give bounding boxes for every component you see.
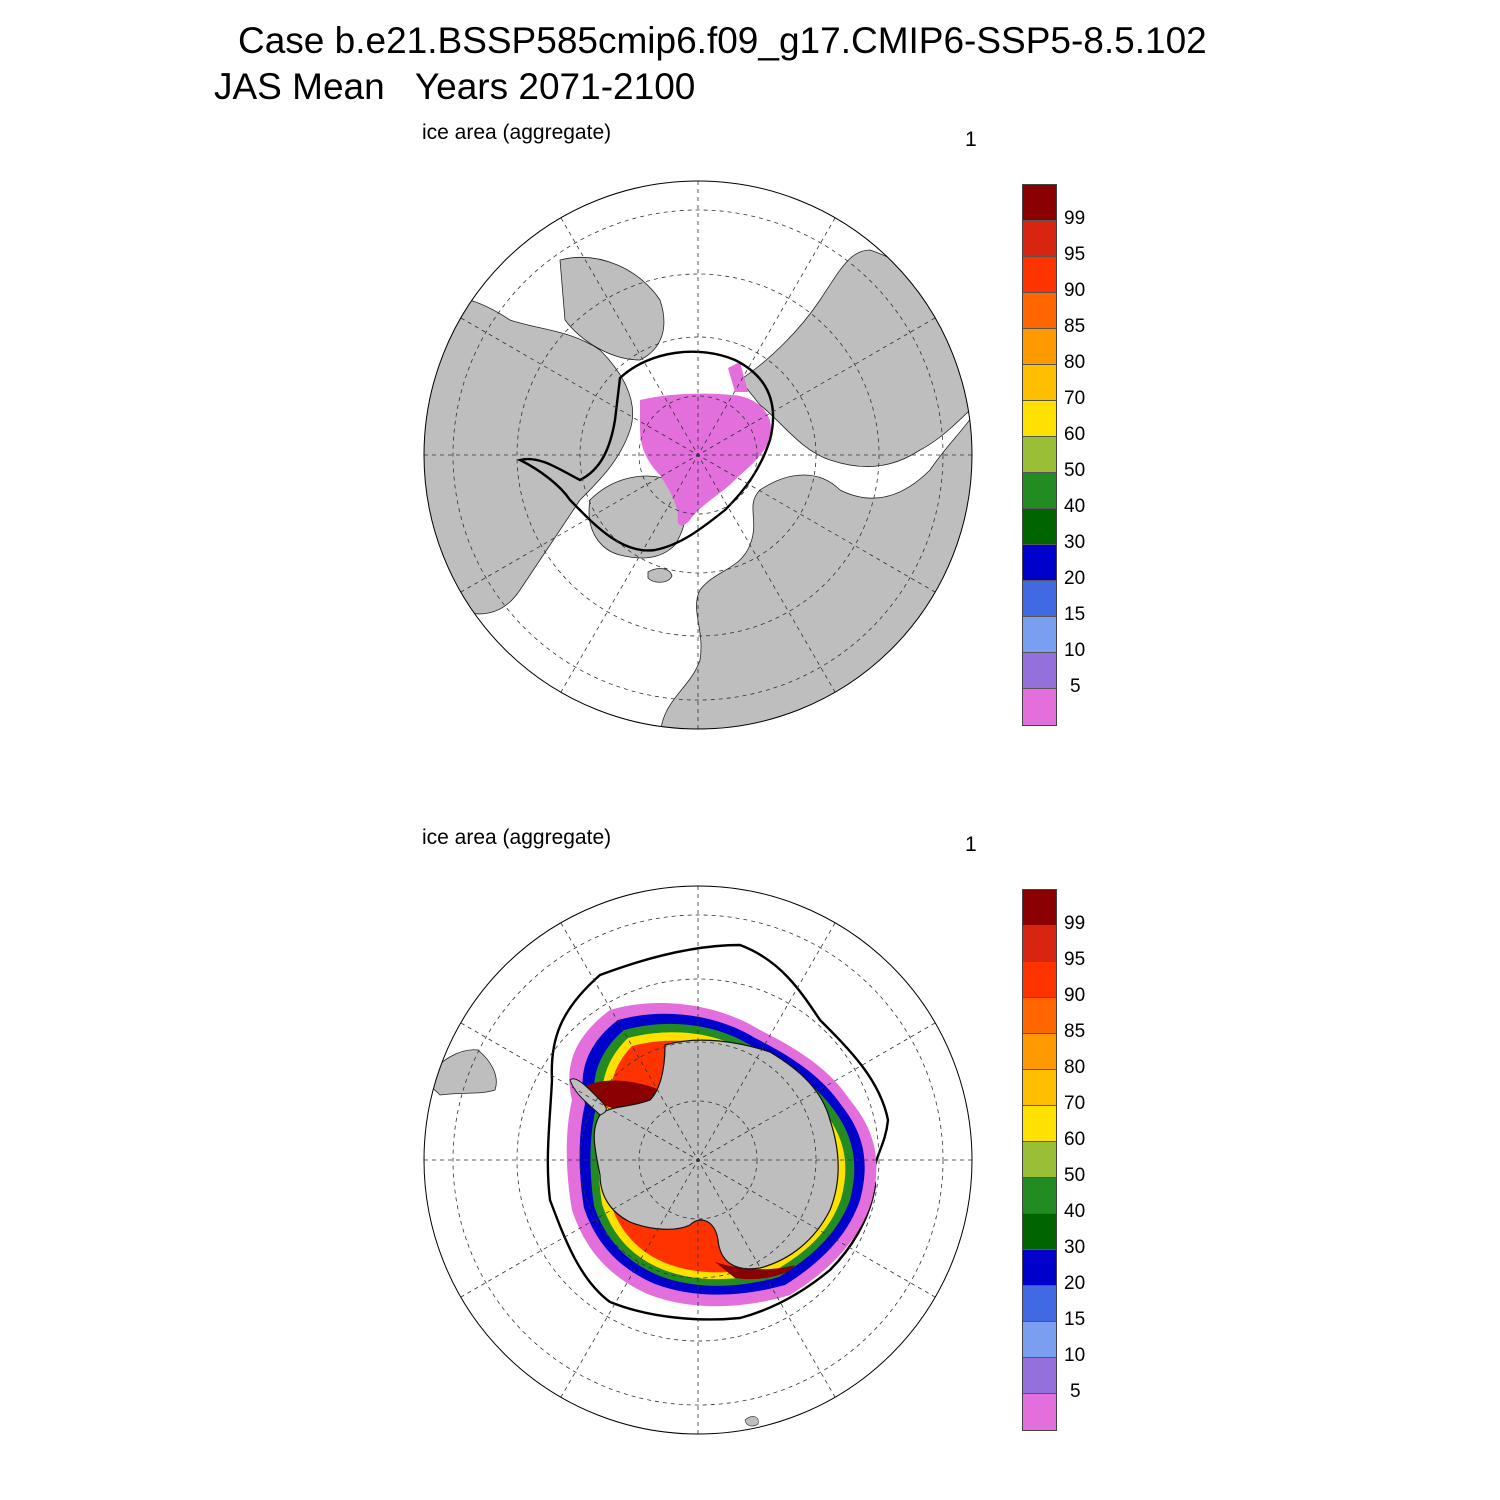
colorbar-swatch-7 [1023,401,1056,437]
north-land-america [424,295,634,615]
colorbar-south-label: 5 [1070,1381,1081,1402]
colorbar-north-label: 50 [1064,460,1086,481]
colorbar-swatch-5 [1023,329,1056,365]
colorbar-south-label: 70 [1064,1093,1086,1114]
colorbar-south-label: 40 [1064,1201,1086,1222]
panel-south-label: ice area (aggregate) [422,826,612,849]
colorbar-south-label: 10 [1064,1345,1086,1366]
south-polar-map [424,886,972,1434]
colorbar-swatch-11 [1023,545,1056,581]
colorbar-south-label: 20 [1064,1273,1086,1294]
colorbar-swatch-3 [1023,257,1056,293]
colorbar-swatch-13 [1023,1322,1056,1358]
colorbar-south-label: 60 [1064,1129,1086,1150]
colorbar-swatch-12 [1023,1286,1056,1322]
colorbar-north-label: 60 [1064,424,1086,445]
colorbar-swatch-10 [1023,1214,1056,1250]
colorbar-north-label: 30 [1064,532,1086,553]
colorbar-swatch-15 [1023,689,1056,725]
colorbar-south-label: 85 [1064,1021,1086,1042]
figure-title-line1: Case b.e21.BSSP585cmip6.f09_g17.CMIP6-SS… [238,20,1207,61]
colorbar-south [1022,889,1057,1431]
colorbar-swatch-8 [1023,1142,1056,1178]
colorbar-north-label: 70 [1064,388,1086,409]
south-land-south-america [424,1049,497,1096]
north-map-border [423,180,973,730]
colorbar-swatch-8 [1023,437,1056,473]
south-ice-ross-99 [715,1262,795,1280]
panel-south-number: 1 [965,833,977,856]
colorbar-south-label: 90 [1064,985,1086,1006]
south-ice-edge-contour [546,943,890,1321]
figure-title-line2: JAS Mean Years 2071-2100 [214,66,696,107]
colorbar-north-label: 80 [1064,352,1086,373]
colorbar-north-label: 95 [1064,244,1086,265]
north-land-iceland [647,568,673,583]
colorbar-swatch-14 [1023,1358,1056,1394]
colorbar-north-label: 10 [1064,640,1086,661]
colorbar-swatch-9 [1023,473,1056,509]
colorbar-swatch-7 [1023,1106,1056,1142]
colorbar-swatch-6 [1023,365,1056,401]
colorbar-swatch-12 [1023,581,1056,617]
colorbar-swatch-2 [1023,221,1056,257]
panel-north-number: 1 [965,128,977,151]
colorbar-north-label: 40 [1064,496,1086,517]
colorbar-north-label: 99 [1064,208,1086,229]
colorbar-swatch-15 [1023,1394,1056,1430]
colorbar-swatch-10 [1023,509,1056,545]
colorbar-south-label: 50 [1064,1165,1086,1186]
colorbar-south-label: 30 [1064,1237,1086,1258]
colorbar-swatch-1 [1023,185,1056,221]
colorbar-swatch-9 [1023,1178,1056,1214]
colorbar-north-label: 15 [1064,604,1086,625]
colorbar-south-label: 80 [1064,1057,1086,1078]
colorbar-south-label: 95 [1064,949,1086,970]
colorbar-swatch-2 [1023,926,1056,962]
colorbar-swatch-11 [1023,1250,1056,1286]
colorbar-swatch-1 [1023,890,1056,926]
south-land-island [744,1416,759,1427]
colorbar-swatch-3 [1023,962,1056,998]
colorbar-north-label: 5 [1070,676,1081,697]
colorbar-swatch-4 [1023,998,1056,1034]
north-polar-map [424,181,972,729]
colorbar-north-label: 90 [1064,280,1086,301]
north-ice-edge-contour [516,350,775,552]
colorbar-swatch-14 [1023,653,1056,689]
colorbar-south-label: 99 [1064,913,1086,934]
colorbar-north [1022,184,1057,726]
panel-north-label: ice area (aggregate) [422,121,612,144]
colorbar-swatch-6 [1023,1070,1056,1106]
colorbar-swatch-4 [1023,293,1056,329]
colorbar-north-label: 85 [1064,316,1086,337]
colorbar-swatch-5 [1023,1034,1056,1070]
colorbar-swatch-13 [1023,617,1056,653]
south-map-border [423,885,973,1435]
north-land-siberia-top [559,257,665,361]
colorbar-south-label: 15 [1064,1309,1086,1330]
north-ice-arm [728,362,748,392]
colorbar-north-label: 20 [1064,568,1086,589]
